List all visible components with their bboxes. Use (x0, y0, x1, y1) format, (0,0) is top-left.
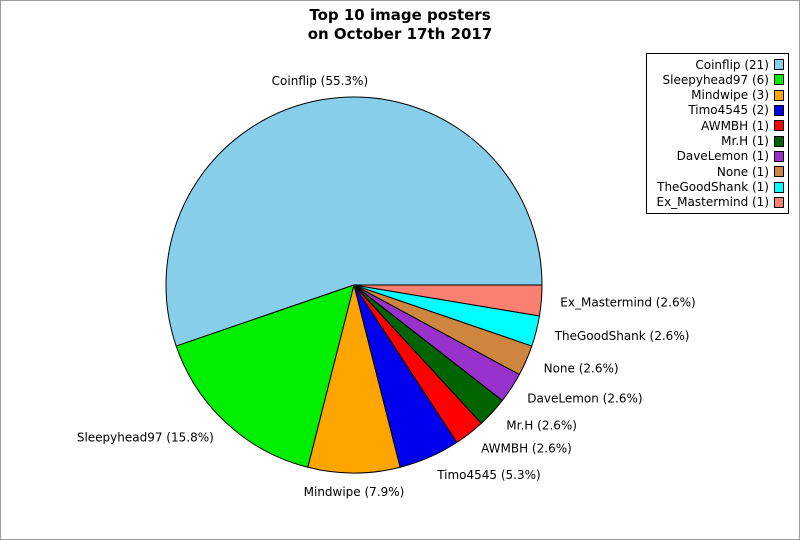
legend-item-thegoodshank: TheGoodShank (1) (651, 180, 784, 195)
legend-item-label: Timo4545 (2) (688, 103, 769, 118)
slice-label-mr-h: Mr.H (2.6%) (506, 418, 577, 432)
legend-item-label: None (1) (716, 164, 769, 179)
legend-swatch (774, 181, 784, 193)
legend-swatch (774, 59, 784, 70)
slice-label-ex-mastermind: Ex_Mastermind (2.6%) (560, 295, 695, 309)
legend-swatch (774, 120, 784, 132)
legend-swatch (774, 135, 784, 147)
legend: Coinflip (21) Sleepyhead97 (6) Mindwipe (3… (646, 53, 789, 214)
pie-slice-mindwipe (307, 284, 401, 474)
slice-label-mindwipe: Mindwipe (7.9%) (304, 485, 405, 499)
legend-item-mr-h: Mr.H (1) (651, 134, 784, 149)
legend-item-coinflip: Coinflip (21) (651, 57, 784, 72)
slice-label-thegoodshank: TheGoodShank (2.6%) (554, 329, 690, 343)
slice-label-sleepyhead97: Sleepyhead97 (15.8%) (77, 431, 214, 445)
legend-item-label: Mr.H (1) (721, 134, 769, 149)
pie-slice-sleepyhead97 (175, 284, 355, 468)
legend-item-davelemon: DaveLemon (1) (651, 149, 784, 164)
chart-title-block: Top 10 image posters on October 17th 201… (1, 6, 799, 44)
legend-swatch (774, 150, 784, 162)
legend-swatch (774, 74, 784, 86)
legend-item-label: Ex_Mastermind (1) (656, 195, 769, 210)
legend-swatch (774, 89, 784, 101)
legend-item-none: None (1) (651, 164, 784, 179)
legend-item-label: Sleepyhead97 (6) (662, 72, 769, 87)
legend-item-label: DaveLemon (1) (676, 149, 769, 164)
legend-item-label: AWMBH (1) (701, 118, 769, 133)
legend-item-awmbh: AWMBH (1) (651, 118, 784, 133)
legend-swatch (774, 104, 784, 116)
slice-label-coinflip: Coinflip (55.3%) (272, 74, 368, 88)
chart-subtitle: on October 17th 2017 (307, 25, 493, 43)
slice-label-timo4545: Timo4545 (5.3%) (436, 468, 541, 482)
legend-swatch (774, 166, 784, 178)
legend-item-ex-mastermind: Ex_Mastermind (1) (651, 195, 784, 210)
legend-item-mindwipe: Mindwipe (3) (651, 88, 784, 103)
legend-item-sleepyhead97: Sleepyhead97 (6) (651, 72, 784, 87)
pie-slice-coinflip (165, 96, 543, 347)
slice-label-davelemon: DaveLemon (2.6%) (527, 391, 642, 405)
legend-item-label: TheGoodShank (1) (657, 180, 769, 195)
legend-swatch (774, 196, 784, 208)
pie-slice-ex-mastermind (353, 284, 543, 317)
slice-label-none: None (2.6%) (544, 361, 619, 375)
legend-item-label: Coinflip (21) (695, 57, 769, 72)
legend-item-label: Mindwipe (3) (691, 88, 769, 103)
slice-label-awmbh: AWMBH (2.6%) (481, 442, 572, 456)
legend-item-timo4545: Timo4545 (2) (651, 103, 784, 118)
chart-title: Top 10 image posters (309, 6, 491, 24)
